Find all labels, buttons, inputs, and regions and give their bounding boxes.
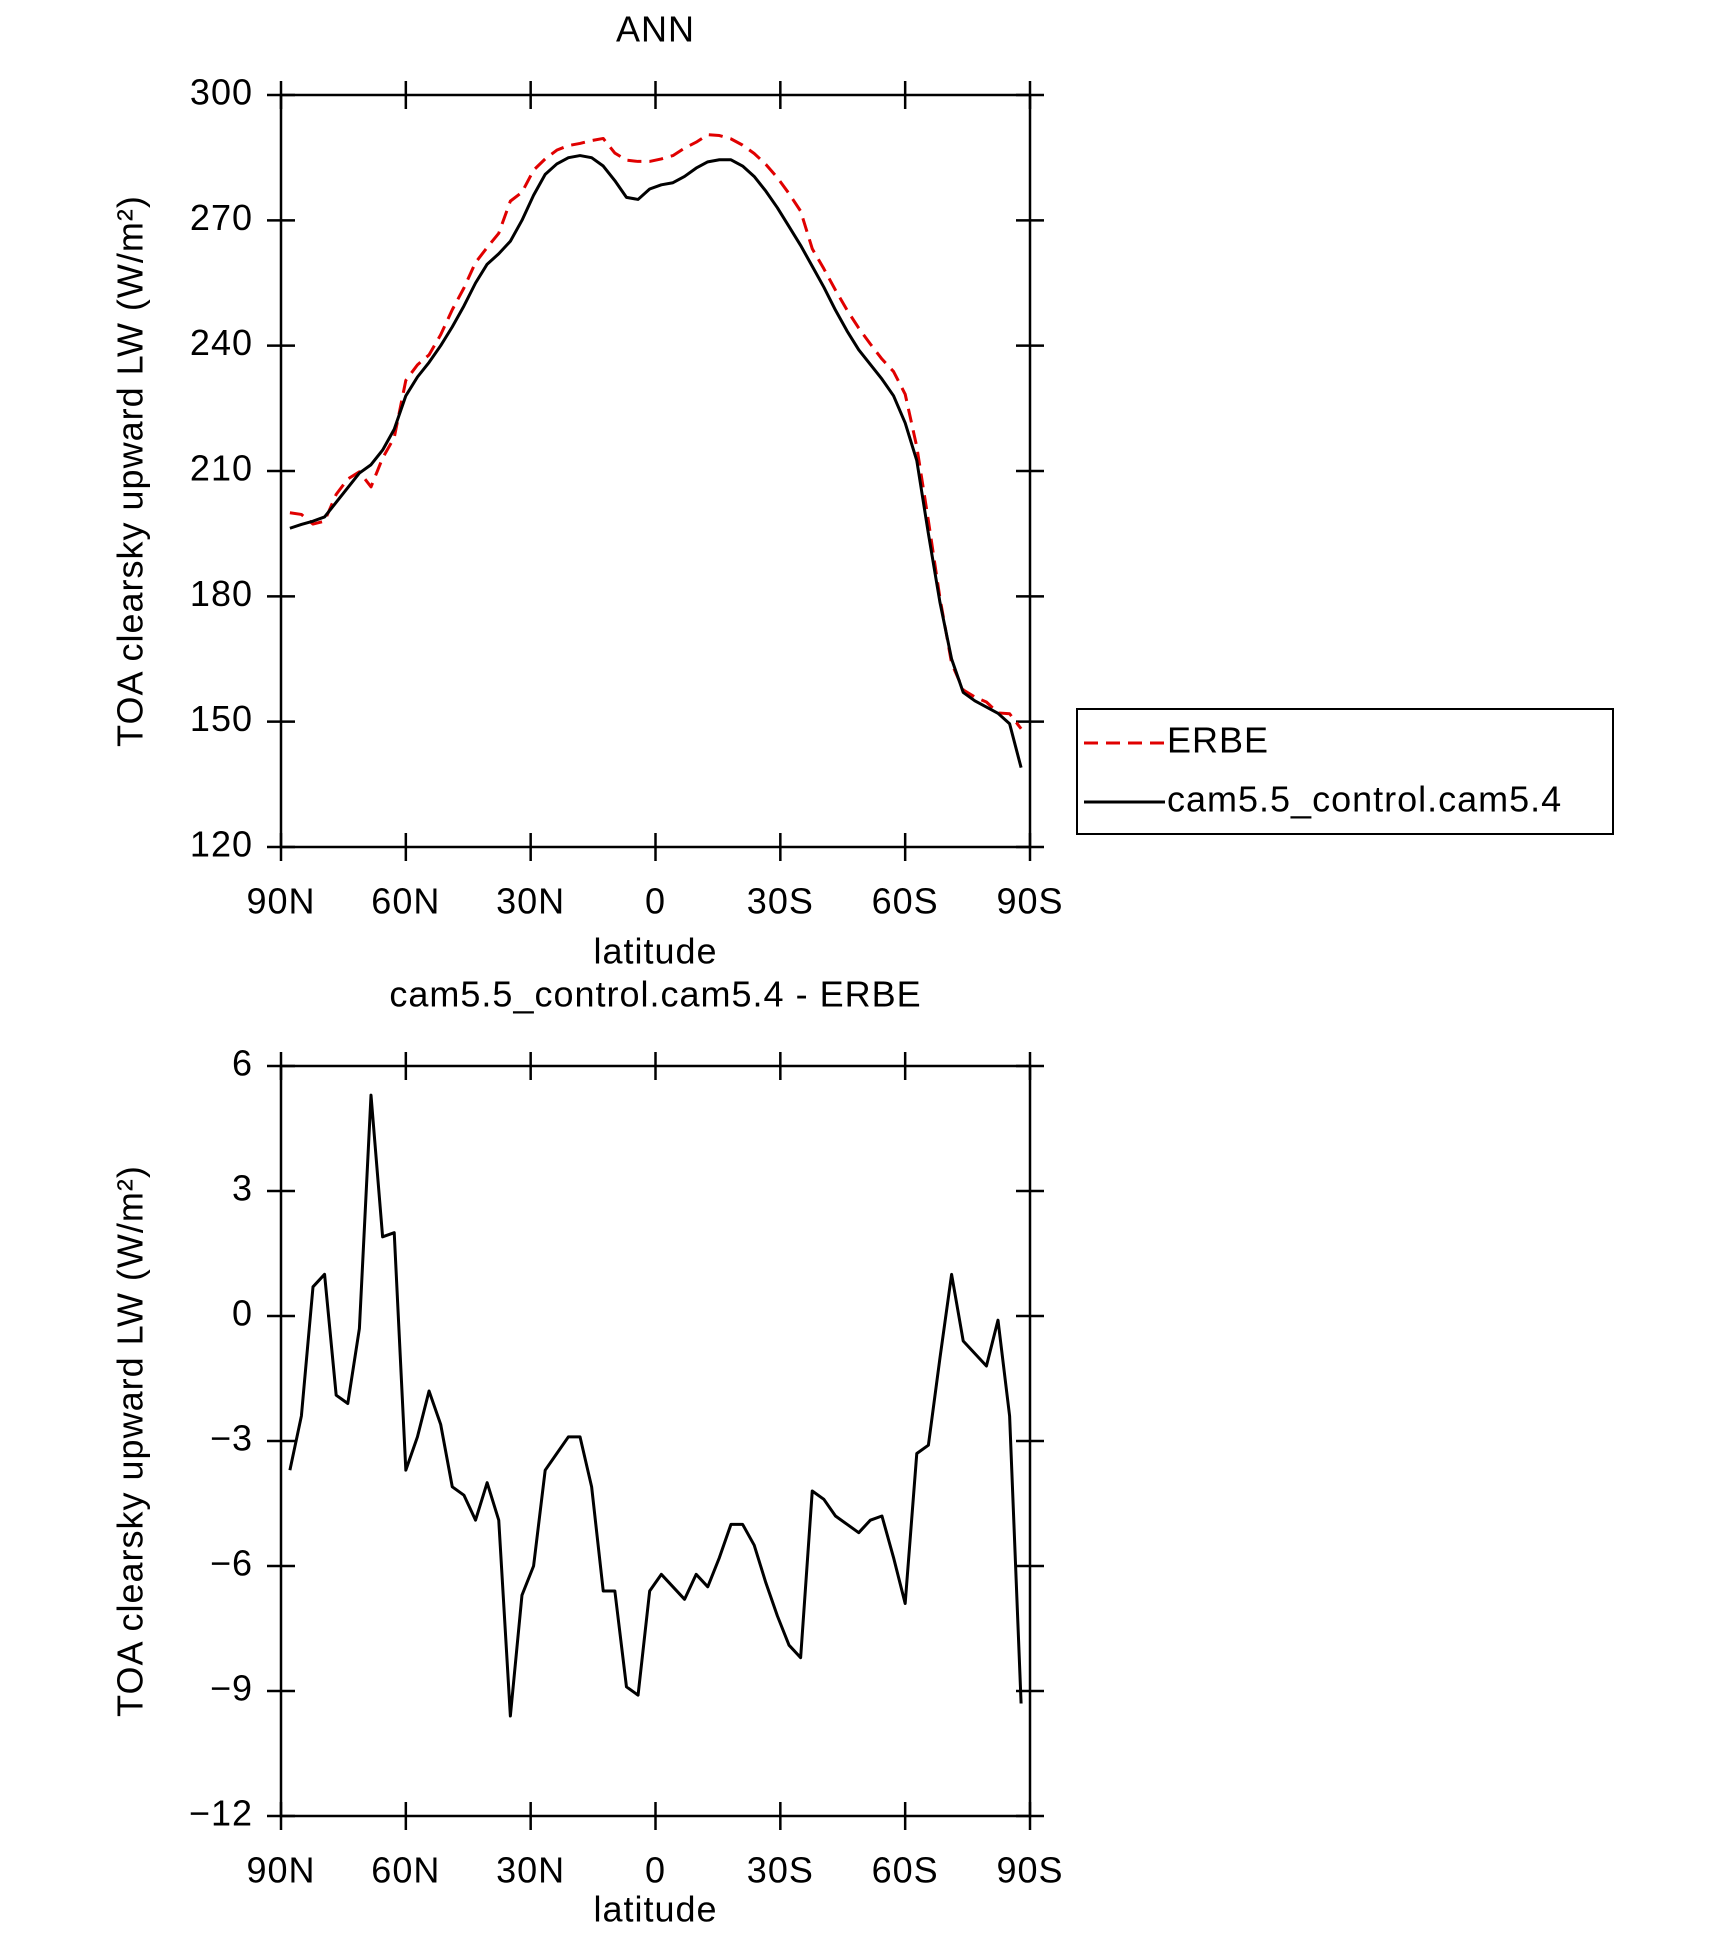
x-axis-label: latitude	[593, 931, 717, 972]
x-tick-label: 90N	[246, 881, 315, 922]
y-tick-label: 120	[190, 824, 253, 865]
y-tick-label: 180	[190, 573, 253, 614]
x-tick-label: 60S	[872, 881, 939, 922]
y-tick-label: 3	[232, 1168, 253, 1209]
plot-frame	[279, 1064, 1032, 1818]
y-axis-label: TOA clearsky upward LW (W/m²)	[110, 1165, 151, 1717]
chart-title: ANN	[616, 9, 695, 50]
y-tick-label: −3	[210, 1418, 253, 1459]
chart-title: cam5.5_control.cam5.4 - ERBE	[389, 974, 921, 1015]
y-tick-label: −12	[189, 1793, 253, 1834]
x-tick-label: 90S	[996, 1850, 1063, 1891]
x-tick-label: 60N	[371, 881, 440, 922]
y-tick-label: 300	[190, 72, 253, 113]
data-line	[289, 154, 1023, 769]
x-tick-label: 60S	[872, 1850, 939, 1891]
data-line	[289, 133, 1023, 730]
x-tick-label: 0	[645, 881, 666, 922]
legend-label: cam5.5_control.cam5.4	[1167, 779, 1562, 820]
x-axis-label: latitude	[593, 1889, 717, 1930]
x-tick-label: 90S	[996, 881, 1063, 922]
y-tick-label: 210	[190, 448, 253, 489]
y-tick-label: 0	[232, 1293, 253, 1334]
y-tick-label: 6	[232, 1043, 253, 1084]
legend-label: ERBE	[1167, 720, 1269, 761]
x-tick-label: 0	[645, 1850, 666, 1891]
data-line	[288, 1093, 1023, 1718]
legend-box	[1076, 708, 1614, 835]
y-tick-label: 270	[190, 197, 253, 238]
x-tick-label: 60N	[371, 1850, 440, 1891]
x-tick-label: 30N	[496, 1850, 565, 1891]
y-tick-label: −6	[210, 1543, 253, 1584]
y-tick-label: 150	[190, 698, 253, 739]
y-tick-label: 240	[190, 322, 253, 363]
x-tick-label: 30S	[747, 881, 814, 922]
x-tick-label: 90N	[246, 1850, 315, 1891]
y-tick-label: −9	[210, 1668, 253, 1709]
x-tick-label: 30N	[496, 881, 565, 922]
y-axis-label: TOA clearsky upward LW (W/m²)	[110, 195, 151, 747]
x-tick-label: 30S	[747, 1850, 814, 1891]
